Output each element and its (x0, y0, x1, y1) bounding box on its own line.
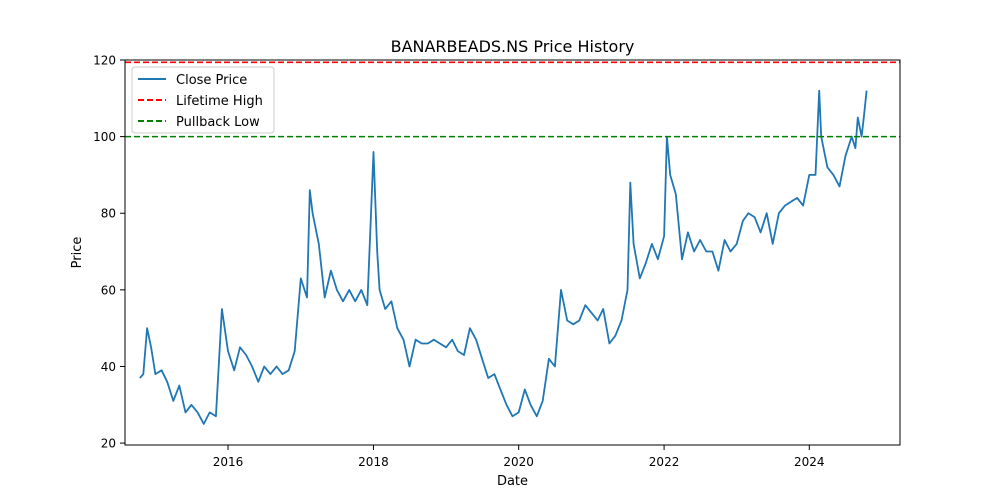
x-axis-label: Date (497, 474, 528, 489)
plot-area (125, 61, 900, 425)
y-tick-label: 60 (101, 283, 116, 297)
x-tick-label: 2022 (649, 455, 680, 469)
series-line-close-price (139, 89, 868, 425)
x-tick-label: 2024 (794, 455, 825, 469)
y-axis: 20 40 60 80 100 120 (93, 54, 125, 451)
legend-label-pullback-low: Pullback Low (176, 115, 260, 130)
y-tick-label: 20 (101, 437, 116, 451)
x-tick-label: 2020 (503, 455, 534, 469)
legend-label-lifetime-high: Lifetime High (176, 94, 263, 109)
legend: Close Price Lifetime High Pullback Low (131, 66, 275, 134)
legend-label-close-price: Close Price (176, 73, 247, 88)
x-axis: 2016 2018 2020 2022 2024 (213, 445, 825, 469)
y-axis-label: Price (70, 237, 85, 269)
y-tick-label: 100 (93, 130, 116, 144)
legend-box (131, 66, 275, 134)
y-tick-label: 80 (101, 207, 116, 221)
x-tick-label: 2016 (213, 455, 244, 469)
chart-title: BANARBEADS.NS Price History (391, 37, 635, 56)
y-tick-label: 40 (101, 360, 116, 374)
axes-frame (124, 59, 901, 446)
y-tick-label: 120 (93, 54, 116, 68)
x-tick-label: 2018 (358, 455, 389, 469)
